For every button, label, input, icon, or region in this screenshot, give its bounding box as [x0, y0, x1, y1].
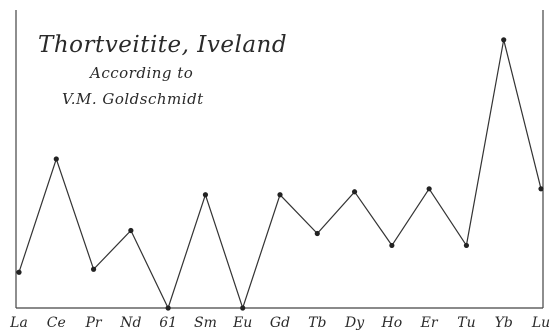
data-point-gd	[277, 192, 283, 198]
x-tick-label-61: 61	[159, 315, 177, 331]
data-point-ho	[389, 242, 395, 249]
data-point-eu	[240, 305, 246, 311]
x-tick-label-tb: Tb	[308, 315, 326, 331]
chart-subtitle-line-1: According to	[88, 64, 193, 82]
data-point-tb	[314, 230, 320, 237]
data-point-la	[16, 269, 22, 275]
data-points	[16, 37, 544, 311]
data-point-61	[165, 305, 171, 311]
data-point-sm	[202, 192, 209, 198]
data-point-tu	[463, 242, 470, 249]
x-tick-label-ho: Ho	[381, 315, 403, 331]
x-tick-label-ce: Ce	[47, 315, 66, 331]
x-tick-label-dy: Dy	[344, 315, 365, 331]
x-tick-label-nd: Nd	[119, 315, 141, 331]
data-point-lu	[538, 186, 544, 192]
x-tick-label-lu: Lu	[531, 315, 550, 331]
x-tick-label-la: La	[9, 315, 28, 331]
x-tick-label-sm: Sm	[194, 315, 217, 331]
x-tick-label-eu: Eu	[232, 315, 252, 331]
x-tick-label-gd: Gd	[270, 315, 290, 331]
x-tick-label-pr: Pr	[85, 315, 103, 331]
data-point-yb	[501, 37, 507, 43]
data-point-dy	[351, 189, 358, 195]
x-tick-label-er: Er	[420, 315, 439, 331]
x-tick-label-tu: Tu	[457, 315, 475, 331]
data-point-pr	[90, 266, 97, 272]
chart-title: Thortveitite, Iveland	[38, 32, 287, 58]
chart-subtitle-line-2: V.M. Goldschmidt	[62, 90, 204, 108]
data-point-er	[426, 186, 432, 192]
data-point-nd	[128, 227, 134, 234]
data-point-ce	[53, 156, 59, 162]
x-tick-labels: La Ce Pr Nd 61 Sm Eu Gd Tb Dy Ho Er Tu Yb Lu	[9, 315, 550, 331]
x-tick-label-yb: Yb	[495, 315, 513, 331]
